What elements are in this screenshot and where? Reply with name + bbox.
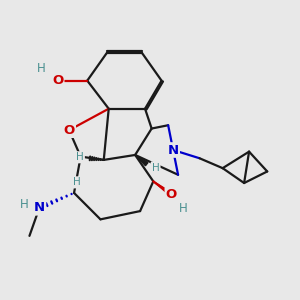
- Text: H: H: [20, 198, 29, 211]
- Text: H: H: [152, 163, 160, 172]
- Text: O: O: [64, 124, 75, 137]
- Text: N: N: [168, 143, 179, 157]
- Text: H: H: [178, 202, 188, 215]
- Text: H: H: [74, 177, 81, 188]
- Text: N: N: [34, 201, 45, 214]
- Text: H: H: [76, 152, 84, 162]
- Text: O: O: [52, 74, 63, 87]
- Text: O: O: [166, 188, 177, 201]
- Polygon shape: [135, 155, 148, 166]
- Text: H: H: [37, 61, 46, 75]
- Polygon shape: [153, 182, 172, 196]
